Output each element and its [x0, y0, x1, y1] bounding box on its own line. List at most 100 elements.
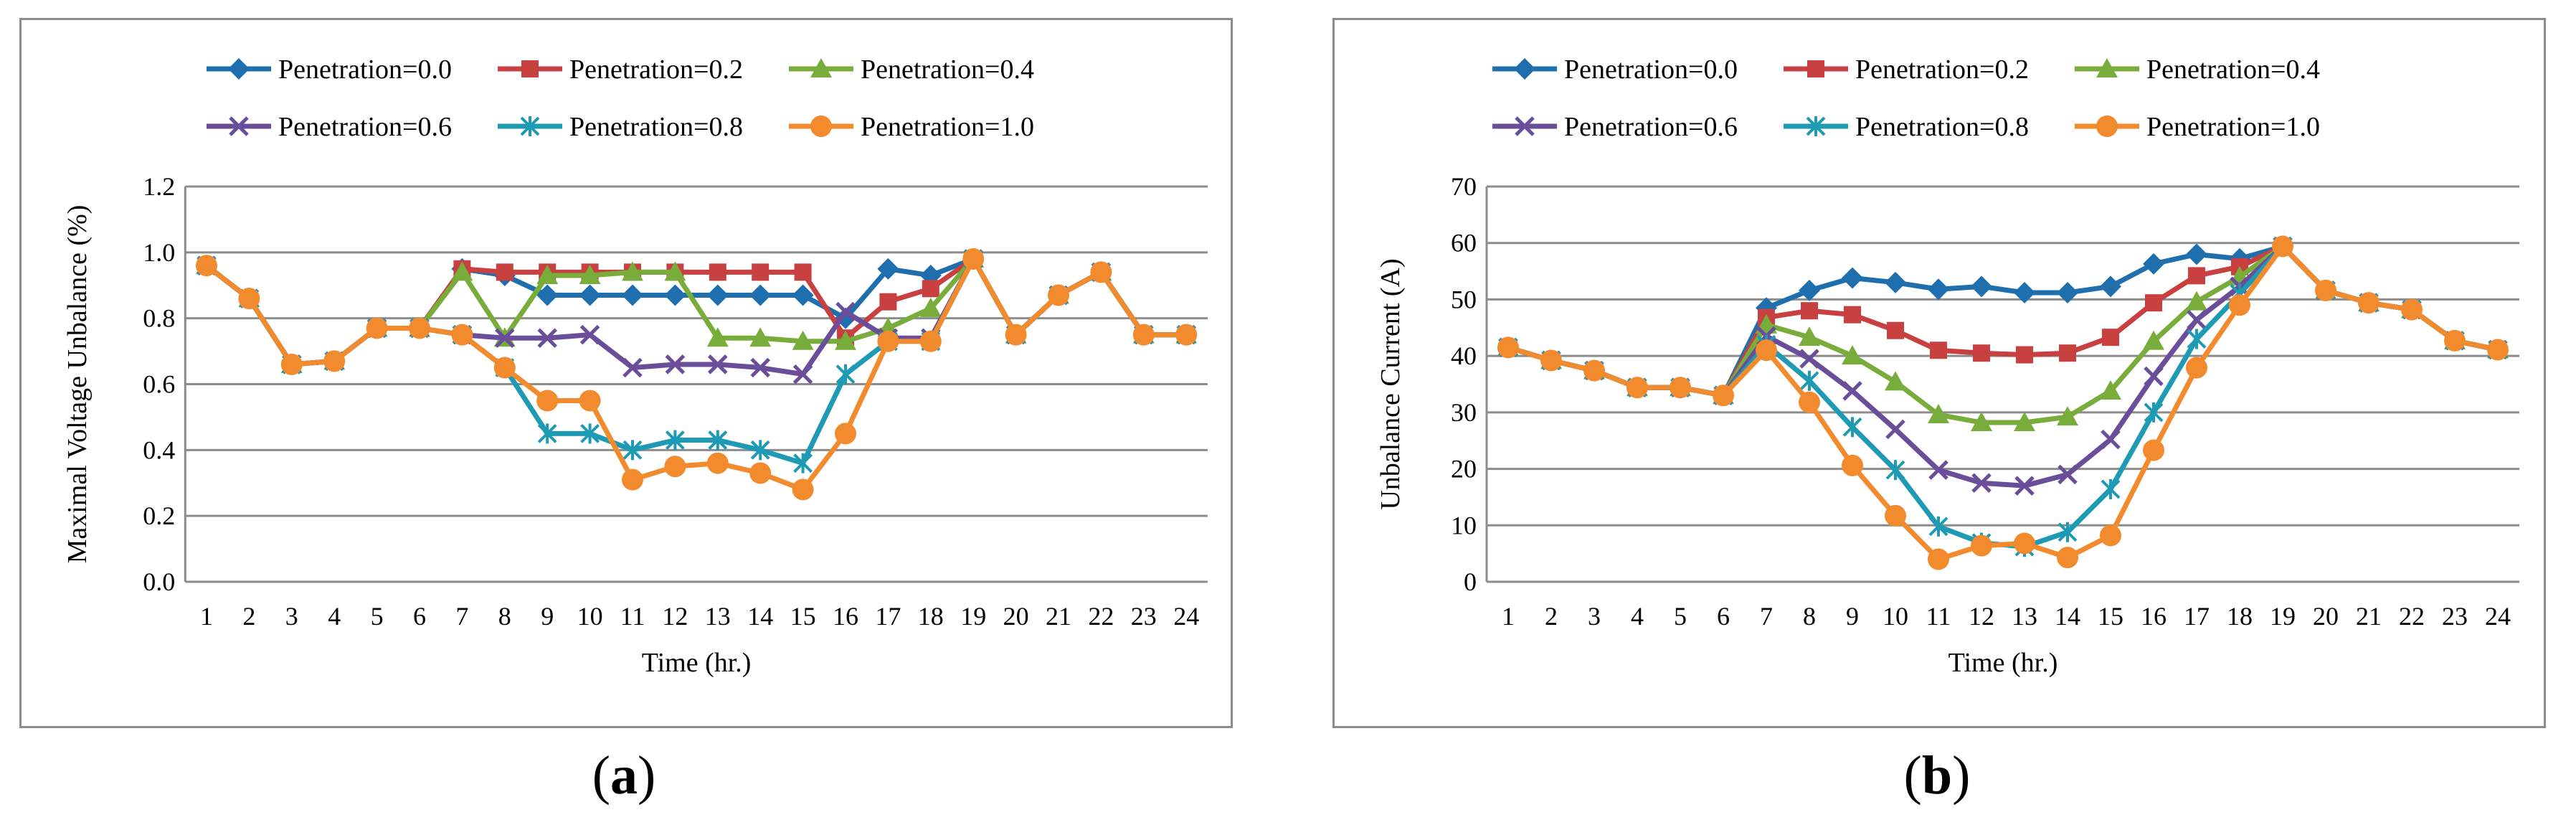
x-tick-label: 15: [2098, 602, 2123, 631]
data-point: [792, 330, 814, 350]
caption-b: (b): [1903, 745, 1971, 806]
legend-item: Penetration=0.2: [1784, 55, 2029, 85]
data-point: [2401, 298, 2423, 321]
data-point: [2059, 344, 2076, 362]
legend-marker: [1515, 116, 1535, 136]
data-point: [1799, 391, 1820, 413]
data-point: [877, 258, 899, 280]
x-tick-label: 2: [1545, 602, 1558, 631]
data-point: [1583, 359, 1605, 382]
y-tick-label: 20: [1451, 455, 1477, 484]
x-tick-label: 2: [242, 602, 255, 631]
series-Penetration=0.0: [196, 248, 1198, 375]
x-tick-label: 10: [1883, 602, 1908, 631]
data-point: [2358, 292, 2380, 314]
y-axis-ticks: 0 10 20 30 40 50 60 70: [1451, 172, 1477, 596]
data-point: [2058, 464, 2078, 485]
series-line: [1507, 243, 2499, 398]
data-point: [1973, 344, 1990, 362]
data-point: [2187, 309, 2207, 330]
data-point: [2487, 339, 2509, 361]
x-tick-label: 8: [1803, 602, 1816, 631]
data-point: [709, 263, 726, 281]
data-point: [706, 284, 729, 306]
data-point: [2143, 253, 2164, 275]
data-point: [1670, 377, 1691, 399]
x-tick-label: 12: [1969, 602, 1994, 631]
data-point: [1971, 275, 1992, 298]
y-axis-ticks: 0.0 0.2 0.4 0.6 0.8 1.0 1.2: [143, 172, 175, 596]
chart-a-svg: 0.00.20.40.60.81.01.21 2 3 4 5 6 7 8 9 10 11 12 13 14…: [62, 55, 1208, 678]
data-point: [409, 317, 430, 339]
data-point: [664, 456, 686, 478]
legend-label: Penetration=1.0: [861, 112, 1034, 142]
x-tick-label: 16: [2141, 602, 2167, 631]
data-point: [537, 423, 557, 444]
series-Penetration=0.4: [1497, 235, 2509, 432]
data-point: [323, 350, 346, 372]
data-point: [706, 452, 729, 474]
data-point: [1887, 321, 1904, 339]
x-tick-label: 5: [371, 602, 384, 631]
data-point: [1885, 504, 1906, 527]
x-tick-label: 1: [200, 602, 213, 631]
data-point: [665, 430, 685, 451]
x-axis-ticks: 1 2 3 4 5 6 7 8 9 10 11 12 13 14 15 16 17 18 19 20 21 22 23 24: [1502, 602, 2511, 631]
data-point: [579, 284, 601, 306]
data-point: [706, 327, 729, 347]
series-line: [1507, 243, 2499, 425]
y-tick-label: 40: [1451, 341, 1477, 370]
data-point: [2101, 478, 2121, 499]
x-tick-label: 17: [875, 602, 901, 631]
data-point: [238, 288, 260, 310]
y-tick-label: 1.0: [143, 238, 175, 267]
x-tick-label: 16: [833, 602, 858, 631]
caption-b-letter: b: [1921, 745, 1953, 806]
data-point: [2057, 547, 2078, 569]
x-tick-label: 6: [1717, 602, 1730, 631]
data-point: [2187, 329, 2207, 349]
data-point: [1885, 419, 1905, 440]
x-tick-label: 6: [413, 602, 426, 631]
x-tick-label: 23: [1131, 602, 1157, 631]
data-point: [919, 297, 942, 317]
data-point: [2016, 346, 2033, 364]
y-tick-label: 1.2: [143, 172, 175, 201]
x-tick-label: 11: [1926, 602, 1951, 631]
series-Penetration=0.0: [1497, 235, 2509, 407]
data-point: [877, 330, 899, 352]
data-point: [1756, 339, 1777, 362]
data-point: [2057, 281, 2078, 303]
data-point: [496, 263, 513, 281]
data-point: [919, 330, 942, 352]
data-point: [1928, 516, 1948, 537]
x-tick-label: 10: [577, 602, 603, 631]
data-point: [1626, 377, 1648, 399]
data-point: [196, 255, 217, 277]
legend-marker: [228, 58, 250, 80]
data-point: [2145, 294, 2162, 312]
data-point: [1799, 279, 1820, 301]
legend-label: Penetration=0.8: [1855, 112, 2029, 142]
data-point: [1842, 267, 1863, 289]
data-point: [2144, 402, 2164, 423]
x-tick-label: 9: [541, 602, 554, 631]
data-point: [366, 317, 388, 339]
data-point: [622, 284, 643, 306]
data-point: [2229, 294, 2250, 316]
data-point: [1842, 417, 1862, 438]
data-point: [2014, 476, 2035, 496]
x-tick-label: 9: [1846, 602, 1859, 631]
legend-item: Penetration=0.2: [498, 55, 743, 85]
legend-item: Penetration=1.0: [2075, 112, 2320, 142]
data-point: [536, 284, 559, 306]
y-axis-title: Unbalance Current (A): [1375, 258, 1406, 509]
legend-item: Penetration=0.8: [498, 112, 743, 142]
series-line: [1507, 243, 2499, 398]
legend-label: Penetration=0.0: [1564, 55, 1738, 85]
data-point: [493, 357, 516, 379]
x-tick-label: 22: [1088, 602, 1114, 631]
data-point: [962, 248, 985, 270]
data-point: [2186, 291, 2207, 311]
x-tick-label: 1: [1502, 602, 1515, 631]
